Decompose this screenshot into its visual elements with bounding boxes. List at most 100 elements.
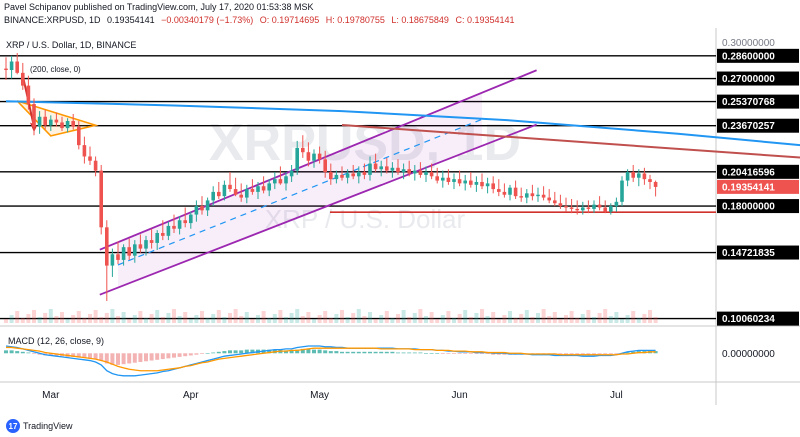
volume-bar: [222, 317, 227, 323]
level-price-tag: [717, 199, 799, 214]
price-axis-label: 0.18000000: [722, 202, 775, 213]
volume-bar: [261, 311, 266, 323]
volume-bar: [306, 312, 311, 323]
candle-body: [597, 204, 602, 208]
macd-hist-bar: [452, 353, 456, 354]
volume-bar: [323, 311, 328, 323]
candle-body: [463, 180, 467, 184]
macd-hist-bar: [160, 353, 165, 360]
macd-hist-bar: [569, 353, 574, 355]
volume-bar: [345, 317, 350, 323]
volume-bar: [547, 316, 552, 323]
candle-body: [452, 179, 456, 182]
candle-body: [200, 206, 204, 211]
candle-body: [278, 179, 283, 184]
volume-bar: [424, 316, 428, 323]
volume-bar: [597, 313, 602, 323]
macd-hist-bar: [440, 353, 445, 354]
candle-body: [648, 179, 652, 182]
candle-body: [564, 206, 568, 208]
candle-body: [205, 200, 210, 211]
candle-body: [127, 247, 131, 256]
macd-hist-bar: [608, 353, 613, 354]
candle-body: [32, 104, 36, 127]
volume-bar: [205, 318, 210, 323]
volume-bar: [401, 310, 406, 323]
macd-hist-bar: [373, 351, 378, 354]
candle-body: [54, 119, 59, 123]
macd-hist-bar: [446, 353, 451, 354]
time-axis-label: Jun: [452, 390, 468, 401]
volume-bar: [149, 314, 154, 323]
candle-body: [183, 220, 187, 224]
candle-body: [273, 179, 277, 184]
macd-hist-bar: [71, 353, 76, 357]
volume-bar: [603, 309, 608, 323]
volume-bar: [384, 311, 389, 323]
macd-hist-bar: [110, 353, 115, 365]
level-price-tag: [717, 71, 799, 86]
tradingview-branding[interactable]: 17 TradingView: [6, 419, 73, 433]
candle-body: [37, 116, 42, 127]
candle-body: [441, 177, 445, 181]
volume-bar: [558, 319, 563, 323]
macd-hist-bar: [317, 349, 322, 354]
macd-hist-bar: [48, 353, 53, 356]
volume-bar: [194, 315, 199, 323]
candle-body: [637, 173, 641, 178]
candle-body: [133, 244, 137, 256]
macd-title: MACD (12, 26, close, 9): [8, 336, 104, 346]
low-value: L: 0.18675849: [391, 15, 449, 25]
volume-bar: [373, 319, 378, 323]
macd-hist-bar: [211, 352, 216, 354]
candle-body: [261, 186, 266, 191]
macd-hist-bar: [418, 352, 423, 354]
candle-body: [575, 208, 579, 211]
macd-hist-bar: [188, 353, 193, 356]
candle-body: [317, 153, 322, 160]
volume-bar: [429, 312, 434, 323]
published-text: Pavel Schipanov published on TradingView…: [4, 2, 314, 12]
volume-bar: [524, 310, 529, 323]
candle-body: [211, 191, 215, 201]
volume-bar: [121, 312, 126, 323]
current-price-tag: [717, 179, 799, 194]
symbol-label[interactable]: BINANCE:XRPUSD, 1D: [4, 15, 101, 25]
macd-hist-bar: [244, 349, 249, 354]
volume-bar: [54, 316, 59, 323]
macd-hist-bar: [93, 353, 98, 360]
macd-hist-bar: [155, 353, 160, 360]
volume-bar: [267, 318, 272, 323]
candle-body: [373, 163, 378, 170]
volume-bar: [216, 310, 221, 323]
time-axis-label: Jul: [610, 390, 623, 401]
candle-body: [379, 166, 383, 170]
candle-body: [93, 160, 98, 171]
volume-bar: [172, 309, 176, 323]
volume-bar: [144, 318, 148, 323]
volume-bar: [138, 311, 143, 323]
macd-hist-bar: [396, 352, 400, 354]
macd-hist-bar: [597, 353, 602, 354]
macd-hist-bar: [340, 351, 344, 354]
candle-body: [642, 173, 647, 180]
candle-body: [345, 173, 350, 178]
level-price-tag: [717, 164, 799, 179]
candle-body: [21, 72, 25, 86]
candle-body: [250, 189, 255, 192]
candle-body: [82, 145, 87, 157]
candle-body: [194, 206, 199, 215]
candle-body: [239, 194, 243, 198]
tradingview-logo-icon: 17: [6, 419, 20, 433]
macd-hist-bar: [603, 353, 608, 354]
channel-lower-line: [99, 123, 537, 296]
volume-bar: [418, 309, 423, 323]
volume-bar: [71, 315, 76, 323]
candle-body: [592, 204, 596, 209]
volume-bar: [491, 312, 496, 323]
price-axis-label: 0.27000000: [722, 74, 775, 85]
macd-hist-bar: [480, 353, 484, 354]
candle-body: [631, 172, 635, 178]
volume-bar: [592, 317, 596, 323]
